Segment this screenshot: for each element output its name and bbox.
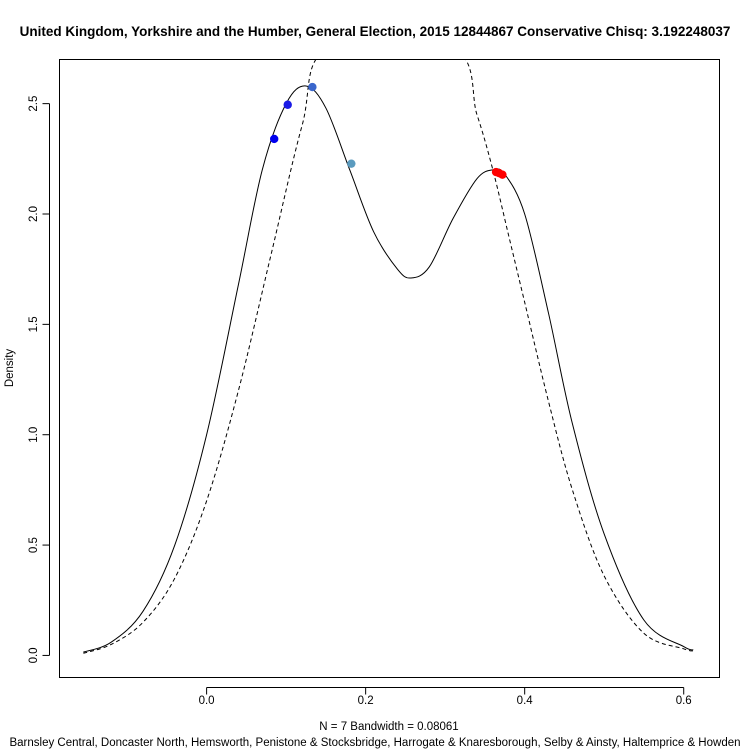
- y-tick-label: 0.0: [28, 647, 40, 663]
- x-tick-label: 0.0: [199, 695, 215, 707]
- y-tick-label: 2.5: [28, 96, 40, 112]
- chart-title: United Kingdom, Yorkshire and the Humber…: [20, 24, 731, 39]
- x-tick-label: 0.6: [676, 695, 692, 707]
- reference-curve-dashed: [83, 59, 694, 654]
- x-axis-stats-label: N = 7 Bandwidth = 0.08061: [319, 721, 458, 733]
- plot-frame: [59, 59, 720, 678]
- x-tick-label: 0.4: [517, 695, 534, 707]
- y-tick-label: 1.5: [28, 316, 40, 332]
- data-point: [308, 82, 317, 92]
- y-tick-label: 2.0: [28, 206, 40, 222]
- density-curve: [83, 85, 694, 653]
- plot-content: 0.0 0.2 0.4 0.6 0.0 0.5 1.0 1.5 2.0 2.5: [28, 59, 694, 707]
- data-point: [269, 134, 279, 144]
- data-point: [283, 100, 292, 109]
- y-tick-label: 1.0: [28, 427, 40, 443]
- y-axis-label: Density: [4, 349, 16, 388]
- data-point: [347, 159, 356, 168]
- x-axis-constituencies-label: Barnsley Central, Doncaster North, Hemsw…: [9, 737, 740, 749]
- data-point: [498, 170, 507, 179]
- x-axis: 0.0 0.2 0.4 0.6: [199, 687, 692, 707]
- x-tick-label: 0.2: [358, 695, 374, 707]
- y-tick-label: 0.5: [28, 537, 40, 553]
- y-axis: 0.0 0.5 1.0 1.5 2.0 2.5: [28, 96, 50, 663]
- curves: [83, 59, 694, 654]
- data-points: [269, 82, 507, 179]
